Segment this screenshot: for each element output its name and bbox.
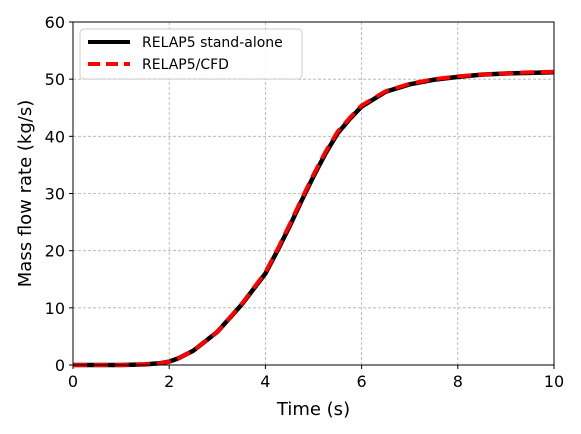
y-tick-label: 20 — [45, 242, 65, 261]
axis-ticks: 0 2 4 6 8 10 0 10 20 30 40 50 60 — [45, 13, 565, 391]
y-axis-label: Mass flow rate (kg/s) — [15, 100, 36, 287]
x-tick-label: 6 — [357, 372, 367, 391]
y-tick-label: 0 — [55, 356, 65, 375]
x-tick-label: 0 — [68, 372, 78, 391]
y-tick-label: 60 — [45, 13, 65, 32]
y-tick-label: 50 — [45, 70, 65, 89]
series-layer — [73, 69, 555, 368]
y-tick-label: 40 — [45, 127, 65, 146]
legend-label-0: RELAP5 stand-alone — [142, 35, 283, 51]
legend-label-1: RELAP5/CFD — [142, 57, 229, 73]
legend-box — [79, 28, 303, 80]
y-tick-label: 10 — [45, 299, 65, 318]
legend: RELAP5 stand-alone RELAP5/CFD — [79, 28, 303, 80]
x-tick-label: 8 — [453, 372, 463, 391]
x-axis-label: Time (s) — [276, 399, 350, 420]
x-tick-label: 10 — [544, 372, 564, 391]
series-line-1 — [73, 69, 555, 367]
x-tick-label: 4 — [260, 372, 270, 391]
y-tick-label: 30 — [45, 185, 65, 204]
series-line-0 — [73, 70, 555, 368]
x-tick-label: 2 — [164, 372, 174, 391]
